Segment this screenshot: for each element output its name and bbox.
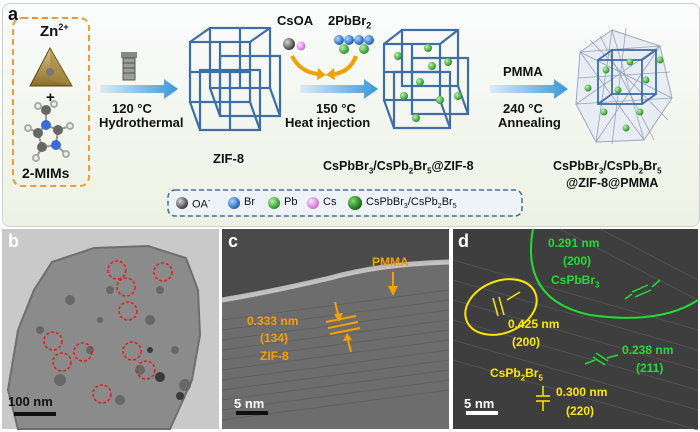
panel-b-letter: b (8, 231, 19, 251)
panel-b-scale-label: 100 nm (8, 394, 53, 409)
phase1-text: CsPbBr (551, 273, 596, 287)
csoa-icon (283, 38, 306, 51)
legend-cs-icon (307, 197, 319, 209)
panel-b-tem-image (2, 229, 219, 430)
final-sub: 5 (657, 166, 662, 176)
panel-c-letter: c (228, 231, 239, 251)
step3-name: Annealing (498, 115, 561, 130)
panel-d-d3: 0.238 nm (622, 343, 674, 357)
intermediate-label: CsPbBr3/CsPb2Br5@ZIF-8 (323, 159, 474, 176)
final-sub: 2 (638, 166, 644, 176)
panel-c-pmma-label: PMMA (372, 255, 409, 269)
zn-charge: 2+ (58, 22, 69, 32)
legend-cs: Cs (323, 196, 337, 208)
legend-nc-part: CsPbBr (366, 196, 404, 208)
step1-temp: 120 °C (112, 101, 152, 116)
legend-nc-part: /CsPb (407, 196, 438, 208)
intermediate-sub: 5 (427, 166, 432, 176)
arrow-step3 (490, 79, 568, 99)
zn-label: Zn2+ (40, 22, 69, 40)
legend-nc-part: Br (441, 196, 453, 208)
panel-d-phase1: CsPbBr3 (551, 273, 599, 289)
step2-name: Heat injection (285, 115, 371, 130)
orange-arrow-left (290, 55, 319, 76)
panel-c-dspacing: 0.333 nm (247, 314, 299, 328)
legend-nc-sub: 5 (452, 203, 457, 211)
legend-oa-sup: - (207, 196, 211, 205)
panel-d-scale-label: 5 nm (464, 396, 495, 411)
final-part: /CsPb (603, 159, 639, 173)
intermediate-sub: 3 (368, 166, 374, 176)
pbbr2-sub: 2 (366, 20, 372, 31)
panel-a-letter: a (8, 4, 19, 24)
mims-label: 2-MIMs (22, 165, 70, 181)
intermediate-part: /CsPb (373, 159, 409, 173)
legend-nc-sub: 2 (437, 203, 442, 211)
plus-sign: + (46, 89, 55, 106)
mim-molecule-icon (24, 100, 74, 162)
panel-d-phase2: CsPb2Br5 (490, 366, 543, 382)
zn-tetrahedron-icon (29, 46, 73, 87)
legend-br: Br (244, 196, 255, 208)
final-label-line1: CsPbBr3/CsPb2Br5 (553, 159, 662, 176)
panel-d-hkl2: (200) (512, 335, 541, 349)
intermediate-part: Br (413, 159, 428, 173)
csoa-label: CsOA (277, 13, 314, 28)
final-sub: 3 (598, 166, 604, 176)
panel-c-phase: ZIF-8 (260, 349, 289, 363)
legend-nc-sub: 3 (403, 203, 408, 211)
panel-d-hkl4: (220) (566, 404, 595, 418)
zif8-label: ZIF-8 (213, 151, 245, 166)
precursor-box (12, 17, 90, 187)
zif8-framework-icon (188, 26, 282, 132)
arrow-step2 (300, 79, 378, 99)
legend-box (167, 189, 523, 217)
step3-temp: 240 °C (503, 101, 543, 116)
panel-d-letter: d (458, 231, 469, 251)
legend-nanocrystal-icon (348, 196, 362, 210)
composite-framework-icon (382, 28, 470, 130)
panel-d-d4: 0.300 nm (556, 385, 608, 399)
panel-d-d2: 0.425 nm (508, 317, 560, 331)
phase2-text: CsPb (490, 366, 521, 380)
legend-br-icon (228, 197, 240, 209)
final-label-line2: @ZIF-8@PMMA (566, 176, 659, 190)
phase1-sub: 3 (595, 280, 600, 290)
legend-nanocrystal: CsPbBr3/CsPb2Br5 (366, 196, 457, 210)
phase2-sub: 2 (520, 373, 526, 383)
pbbr2-text: 2PbBr (328, 13, 367, 28)
phase2-text: Br (525, 366, 539, 380)
legend-pb-icon (268, 197, 280, 209)
legend-oa-icon (176, 197, 188, 209)
autoclave-icon (121, 52, 137, 81)
legend-oa: OA- (192, 196, 211, 211)
zn-text: Zn (40, 23, 59, 40)
panel-c-hrtem-image (221, 229, 450, 429)
pbbr2-label: 2PbBr2 (328, 13, 371, 31)
pmma-coated-framework-icon (575, 27, 673, 145)
panel-c-scale-label: 5 nm (234, 396, 265, 411)
orange-arrow-right (333, 55, 358, 76)
panel-d-hkl1: (200) (563, 254, 592, 268)
pbbr2-icon (334, 35, 374, 54)
legend-oa-text: OA (192, 198, 208, 211)
intermediate-part: @ZIF-8 (431, 159, 474, 173)
final-part: CsPbBr (553, 159, 599, 173)
intermediate-sub: 2 (408, 166, 414, 176)
intermediate-part: CsPbBr (323, 159, 369, 173)
arrow-step1 (100, 79, 178, 99)
legend-pb: Pb (284, 196, 298, 208)
panel-d-hkl3: (211) (636, 361, 664, 375)
step1-name: Hydrothermal (99, 115, 184, 130)
panel-c-hkl: (134) (260, 331, 289, 345)
panel-d-d1: 0.291 nm (548, 236, 600, 250)
final-part: Br (643, 159, 658, 173)
phase2-sub: 5 (538, 373, 543, 383)
panel-d-hrtem-image (452, 228, 699, 431)
step2-temp: 150 °C (316, 101, 356, 116)
pmma-label: PMMA (503, 64, 543, 79)
